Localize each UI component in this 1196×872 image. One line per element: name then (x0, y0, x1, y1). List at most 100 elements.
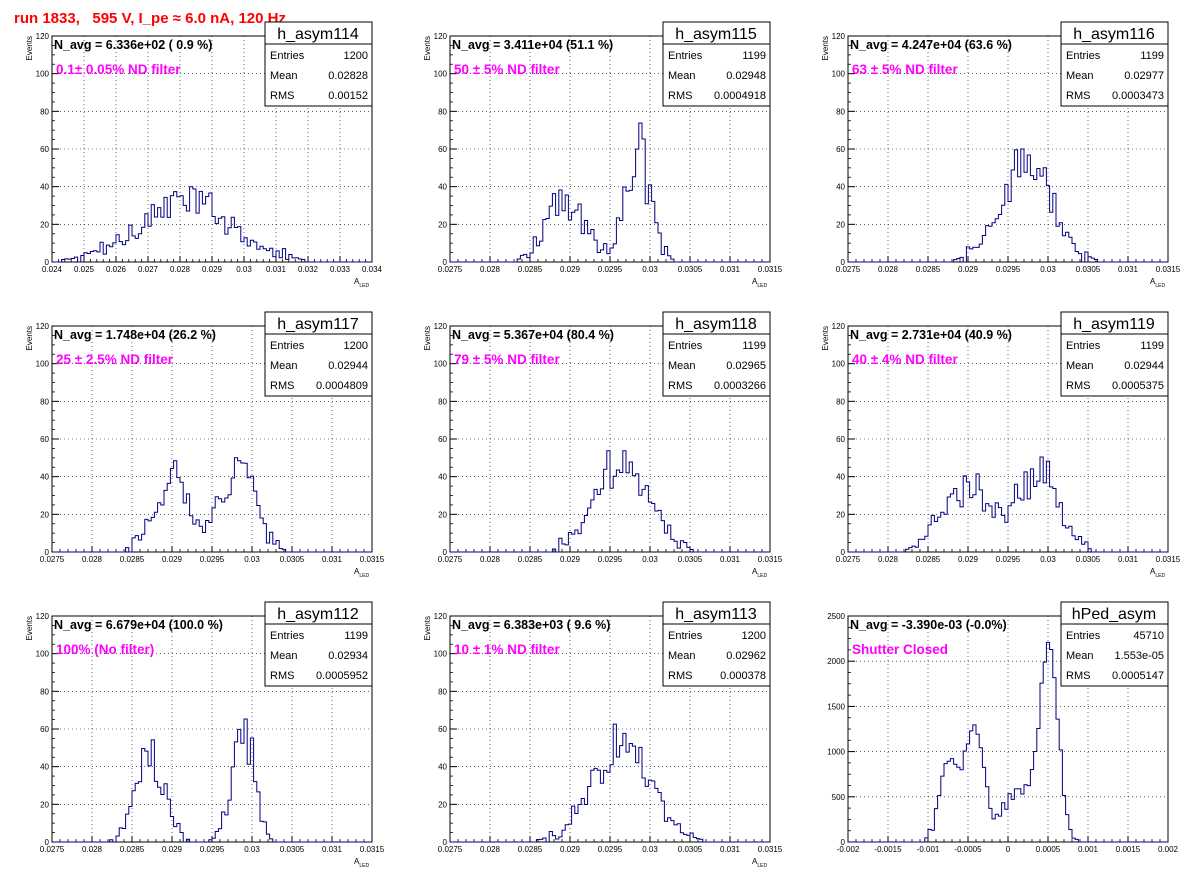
stats-key: Mean (270, 360, 298, 372)
x-tick-label: 0.031 (266, 265, 287, 274)
navg-label: N_avg = 6.336e+02 ( 0.9 %) (54, 38, 212, 52)
y-tick-label: 2500 (827, 612, 845, 621)
x-tick-label: 0.028 (878, 555, 899, 564)
x-tick-label: 0.0295 (598, 265, 623, 274)
y-tick-label: 80 (438, 107, 447, 116)
y-tick-label: 0 (45, 258, 50, 267)
y-tick-label: 60 (438, 145, 447, 154)
y-tick-label: 120 (832, 322, 846, 331)
stats-key: RMS (668, 90, 692, 102)
navg-label: N_avg = 6.679e+04 (100.0 %) (54, 618, 223, 632)
stats-value: 1200 (344, 50, 368, 62)
y-tick-label: 20 (40, 220, 49, 229)
y-tick-label: 80 (836, 397, 845, 406)
x-tick-label: 0.028 (878, 265, 899, 274)
y-tick-label: 120 (36, 32, 50, 41)
x-tick-label: 0.031 (322, 845, 343, 854)
x-tick-label: 0.0305 (678, 845, 703, 854)
x-tick-label: 0.0315 (1156, 265, 1181, 274)
stats-value: 0.02965 (726, 360, 766, 372)
histogram-name: h_asym113 (675, 606, 757, 623)
stats-value: 0.00152 (328, 90, 368, 102)
stats-value: 0.02934 (328, 650, 368, 662)
y-tick-label: 120 (36, 612, 50, 621)
y-tick-label: 0 (841, 548, 846, 557)
stats-key: Mean (1066, 360, 1094, 372)
histogram-panel-hPed_asym: -0.002 -0.0015 -0.001 -0.0005 0 0.0005 0.001 0.… (827, 601, 1179, 854)
y-tick-label: 80 (438, 397, 447, 406)
stats-value: 0.0005375 (1112, 380, 1164, 392)
histogram-panel-h_asym116: 0.0275 0.028 0.0285 0.029 0.0295 0.03 0.0305 0.… (821, 21, 1181, 289)
x-tick-label: 0.03 (1040, 555, 1056, 564)
histogram-series (848, 148, 1168, 263)
y-tick-label: 0 (45, 548, 50, 557)
x-tick-label: 0.029 (162, 845, 183, 854)
stats-key: Mean (1066, 650, 1094, 662)
x-tick-label: 0.0275 (438, 265, 463, 274)
filter-label: 0.1± 0.05% ND filter (56, 62, 181, 77)
histogram-series (52, 186, 372, 263)
y-tick-label: 40 (438, 473, 447, 482)
y-tick-label: 60 (438, 725, 447, 734)
stats-key: RMS (1066, 90, 1090, 102)
y-tick-label: 100 (36, 360, 50, 369)
x-tick-label: 0.0285 (916, 555, 941, 564)
stats-key: Mean (668, 70, 696, 82)
y-tick-label: 60 (40, 145, 49, 154)
x-tick-label: 0.031 (720, 845, 741, 854)
filter-label: 79 ± 5% ND filter (454, 352, 560, 367)
y-tick-label: 100 (36, 70, 50, 79)
histogram-panel-h_asym113: 0.0275 0.028 0.0285 0.029 0.0295 0.03 0.0305 0.… (423, 601, 783, 869)
x-tick-label: 0.0295 (200, 555, 225, 564)
x-tick-label: 0.0285 (120, 845, 145, 854)
histogram-name: h_asym115 (675, 26, 757, 43)
x-tick-label: 0.0285 (916, 265, 941, 274)
stats-key: Mean (270, 650, 298, 662)
stats-value: 0.02977 (1124, 70, 1164, 82)
filter-label: 40 ± 4% ND filter (852, 352, 958, 367)
y-tick-label: 120 (434, 612, 448, 621)
y-tick-label: 120 (832, 32, 846, 41)
x-tick-label: 0.0305 (1076, 265, 1101, 274)
stats-value: 0.02828 (328, 70, 368, 82)
y-tick-label: 40 (836, 183, 845, 192)
x-axis-label: ALED (1150, 567, 1165, 579)
histogram-panel-h_asym112: 0.0275 0.028 0.0285 0.029 0.0295 0.03 0.0305 0.… (25, 601, 385, 869)
stats-key: RMS (270, 90, 294, 102)
stats-value: 0.0004809 (316, 380, 368, 392)
y-tick-label: 20 (438, 800, 447, 809)
x-tick-label: 0.0275 (836, 265, 861, 274)
y-tick-label: 40 (40, 183, 49, 192)
stats-value: 1200 (344, 340, 368, 352)
x-tick-label: 0.0275 (836, 555, 861, 564)
y-tick-label: 100 (832, 360, 846, 369)
histogram-series (52, 718, 372, 843)
histogram-series (450, 450, 770, 553)
stats-key: Entries (668, 630, 703, 642)
x-tick-label: 0.0285 (518, 555, 543, 564)
stats-key: Entries (270, 50, 305, 62)
stats-key: Entries (668, 340, 703, 352)
x-tick-label: 0.001 (1078, 845, 1099, 854)
stats-box (1060, 21, 1169, 107)
histogram-panel-h_asym115: 0.0275 0.028 0.0285 0.029 0.0295 0.03 0.0305 0.… (423, 21, 783, 289)
x-tick-label: 0.0315 (758, 555, 783, 564)
stats-key: RMS (1066, 670, 1090, 682)
histogram-series (848, 456, 1168, 553)
stats-value: 45710 (1133, 630, 1164, 642)
x-tick-label: 0.028 (82, 845, 103, 854)
x-tick-label: 0.03 (244, 555, 260, 564)
stats-box (662, 311, 771, 397)
x-tick-label: 0.03 (236, 265, 252, 274)
x-tick-label: 0.0305 (1076, 555, 1101, 564)
y-tick-label: 20 (40, 510, 49, 519)
filter-label: 10 ± 1% ND filter (454, 642, 560, 657)
x-axis-label: ALED (752, 277, 767, 289)
x-tick-label: 0.024 (42, 265, 63, 274)
y-tick-label: 80 (438, 687, 447, 696)
navg-label: N_avg = 3.411e+04 (51.1 %) (452, 38, 613, 52)
y-axis-label: Events (423, 326, 432, 350)
y-axis-label: Events (821, 36, 830, 60)
histogram-panel-h_asym117: 0.0275 0.028 0.0285 0.029 0.0295 0.03 0.0305 0.… (25, 311, 385, 579)
stats-value: 0.02962 (726, 650, 766, 662)
